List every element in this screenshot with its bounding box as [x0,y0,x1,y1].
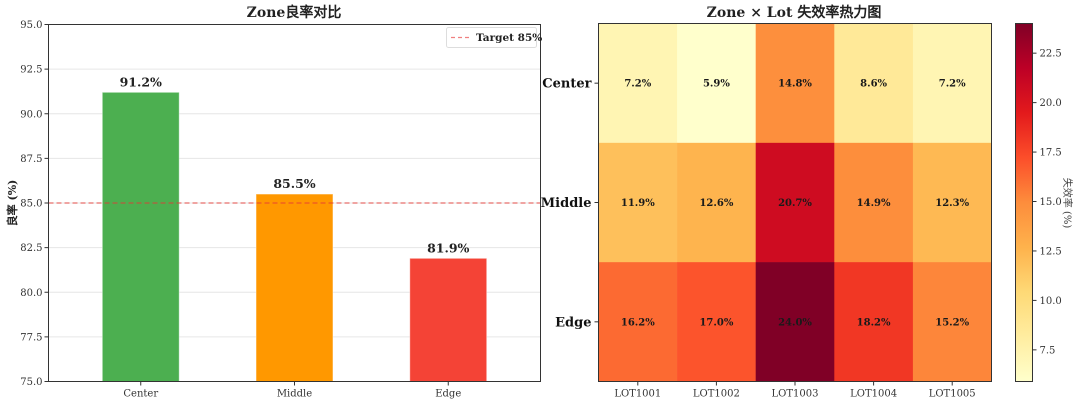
heatmap-cells [598,23,992,382]
colorbar-label: 失效率 (%) [1061,178,1074,229]
colorbar-tick-label: 7.5 [1040,345,1056,356]
colorbar-tick-label: 15.0 [1040,197,1062,208]
colorbar-tick-label: 22.5 [1040,49,1062,60]
x-tick-label: Center [123,389,158,400]
heatmap-cell-label: 20.7% [778,198,812,209]
bar-y-axis-label: 良率 (%) [5,180,19,227]
bar-series [101,91,488,383]
heatmap-row-label: Edge [555,315,591,330]
heatmap-cell-label: 14.9% [857,198,891,209]
y-tick-label: 80.0 [20,288,42,299]
bar-value-labels: 91.2% 85.5% 81.9% [120,74,470,255]
colorbar-tick-label: 10.0 [1040,296,1062,307]
bar-value-label: 81.9% [427,240,469,255]
heatmap-cell [834,142,914,263]
heatmap-cell-label: 14.8% [778,79,812,90]
heatmap-cell [677,142,756,263]
y-tick-label: 92.5 [20,65,42,76]
heatmap-cell-label: 11.9% [621,198,655,209]
bar-value-label: 85.5% [273,176,315,191]
heatmap-cell-labels: 7.2% 5.9% 14.8% 8.6% 7.2% 11.9% 12.6% 20.7% 14.9… [621,79,970,329]
heatmap-cell [677,23,756,144]
heatmap-row-label: Center [542,77,591,92]
x-tick-label: Middle [277,389,312,400]
heatmap-cell [912,262,992,382]
heatmap-row-label: Middle [541,196,592,211]
heatmap-y-ticks: Center Middle Edge [541,77,599,330]
heatmap-x-ticks: LOT1001 LOT1002 LOT1003 LOT1004 LOT1005 [614,381,976,400]
legend: Target 85% [446,27,542,48]
colorbar-ticks: 7.5 10.0 12.5 15.0 17.5 20.0 22.5 [1032,49,1062,356]
heatmap-column-label: LOT1005 [929,389,976,400]
heatmap-title: Zone × Lot 失效率热力图 [707,4,882,21]
heatmap-column-label: LOT1003 [772,389,819,400]
heatmap-cell [755,23,835,144]
colorbar-tick-label: 20.0 [1040,98,1062,109]
heatmap-cell [598,142,678,263]
heatmap-cell-label: 5.9% [703,79,730,90]
bar-middle [255,193,334,382]
y-tick-label: 75.0 [20,377,42,388]
heatmap-cell [912,23,992,144]
bar-center [101,91,180,383]
heatmap-chart: Zone × Lot 失效率热力图 7.2% 5.9% 14.8% 8.6% 7.2% 1… [541,4,1074,400]
heatmap-cell [755,262,835,382]
heatmap-cell-label: 12.3% [935,198,969,209]
y-tick-label: 87.5 [20,154,42,165]
heatmap-cell-label: 7.2% [624,79,651,90]
heatmap-cell-label: 16.2% [621,317,655,328]
bar-chart: Zone良率对比 91.2% 85.5% 81.9% 75.0 77.5 80.0 82.… [5,4,542,400]
heatmap-cell [834,23,914,144]
heatmap-cell [912,142,992,263]
heatmap-cell-label: 12.6% [699,198,733,209]
y-tick-label: 95.0 [20,20,42,31]
y-tick-label: 85.0 [20,199,42,210]
heatmap-column-label: LOT1004 [850,389,897,400]
bar-edge [409,257,488,382]
bar-y-ticks: 75.0 77.5 80.0 82.5 85.0 87.5 90.0 92.5 95.0 [20,20,49,388]
heatmap-cell [755,142,835,263]
y-tick-label: 77.5 [20,332,42,343]
legend-box [446,27,537,48]
heatmap-cell-label: 15.2% [935,317,969,328]
heatmap-cell-label: 8.6% [860,79,887,90]
colorbar-tick-label: 12.5 [1040,246,1062,257]
heatmap-cell [598,262,678,382]
heatmap-cell-label: 7.2% [939,79,966,90]
heatmap-cell [677,262,756,382]
heatmap-column-label: LOT1002 [693,389,740,400]
y-tick-label: 82.5 [20,243,42,254]
heatmap-cell [598,23,678,144]
heatmap-cell-label: 17.0% [699,317,733,328]
heatmap-cell [834,262,914,382]
bar-value-label: 91.2% [120,74,162,89]
bar-x-ticks: Center Middle Edge [123,381,461,400]
x-tick-label: Edge [435,389,461,400]
heatmap-cell-label: 24.0% [778,317,812,328]
heatmap-cell-label: 18.2% [857,317,891,328]
y-tick-label: 90.0 [20,109,42,120]
bar-chart-title: Zone良率对比 [247,4,342,21]
colorbar-tick-label: 17.5 [1040,148,1062,159]
heatmap-column-label: LOT1001 [614,389,661,400]
colorbar [1015,23,1033,382]
legend-entry-target: Target 85% [476,32,542,44]
